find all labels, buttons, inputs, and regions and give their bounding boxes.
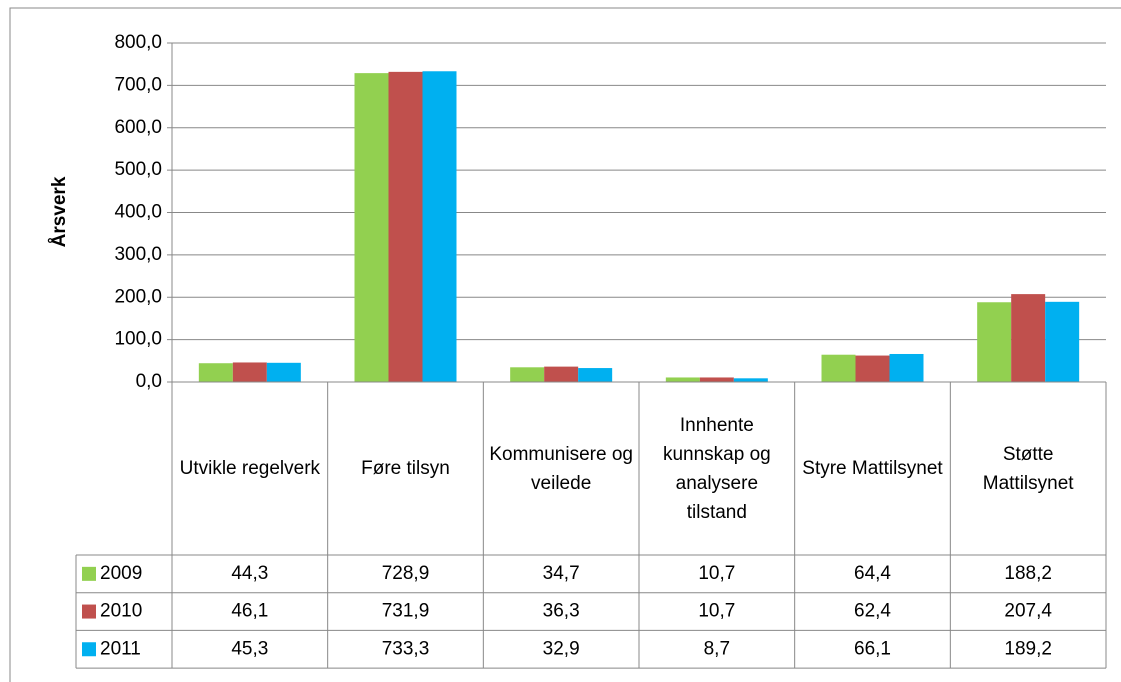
table-value: 62,4 [854, 601, 891, 622]
y-tick-label: 700,0 [114, 74, 162, 95]
bar [855, 355, 890, 382]
table-value: 728,9 [382, 563, 430, 584]
category-label: Utvikle regelverk [179, 458, 321, 479]
bar [1045, 301, 1080, 382]
chart-frame [9, 7, 1121, 682]
category-label: Føre tilsyn [361, 458, 450, 479]
table-value: 207,4 [1004, 601, 1052, 622]
bar [198, 363, 233, 382]
legend-swatch [82, 566, 96, 581]
bar [388, 71, 423, 383]
y-tick-label: 0,0 [136, 371, 162, 392]
legend-label: 2011 [100, 638, 141, 659]
category-label: Innhente kunnskap og analysere tilstand [662, 414, 771, 523]
bar [977, 302, 1012, 382]
y-axis-label: Årsverk [49, 176, 70, 247]
table-value: 8,7 [704, 638, 730, 659]
table-value: 45,3 [231, 638, 268, 659]
table-value: 731,9 [382, 601, 430, 622]
table-value: 44,3 [231, 563, 268, 584]
bar [422, 71, 457, 382]
table-value: 10,7 [698, 563, 735, 584]
table-value: 10,7 [698, 601, 735, 622]
bar [889, 353, 924, 382]
table-value: 36,3 [543, 601, 580, 622]
bar [733, 378, 768, 382]
table-value: 32,9 [543, 638, 580, 659]
y-tick-label: 200,0 [114, 286, 162, 307]
table-value: 733,3 [382, 638, 430, 659]
y-tick-label: 800,0 [114, 32, 162, 53]
bar [354, 73, 389, 382]
legend-swatch [82, 604, 96, 619]
table-value: 64,4 [854, 563, 891, 584]
legend-label: 2010 [100, 601, 142, 622]
table-value: 34,7 [543, 563, 580, 584]
bar [266, 362, 301, 382]
y-tick-label: 500,0 [114, 159, 162, 180]
table-value: 189,2 [1004, 638, 1052, 659]
legend-label: 2009 [100, 563, 142, 584]
y-tick-label: 600,0 [114, 117, 162, 138]
legend-swatch [82, 642, 96, 657]
bar [665, 377, 700, 382]
table-value: 66,1 [854, 638, 891, 659]
bar [232, 362, 267, 382]
category-label: Styre Mattilsynet [802, 458, 943, 479]
bar [699, 377, 734, 382]
table-value: 46,1 [231, 601, 268, 622]
category-label: Støtte Mattilsynet [982, 443, 1074, 494]
y-tick-label: 300,0 [114, 244, 162, 265]
bar [1011, 294, 1046, 382]
bar [544, 366, 579, 382]
y-tick-label: 100,0 [114, 329, 162, 350]
bar [821, 354, 856, 382]
bar [578, 368, 613, 382]
y-tick-label: 400,0 [114, 202, 162, 223]
bar [510, 367, 545, 382]
category-label: Kommunisere og veilede [489, 443, 633, 494]
table-value: 188,2 [1004, 563, 1052, 584]
